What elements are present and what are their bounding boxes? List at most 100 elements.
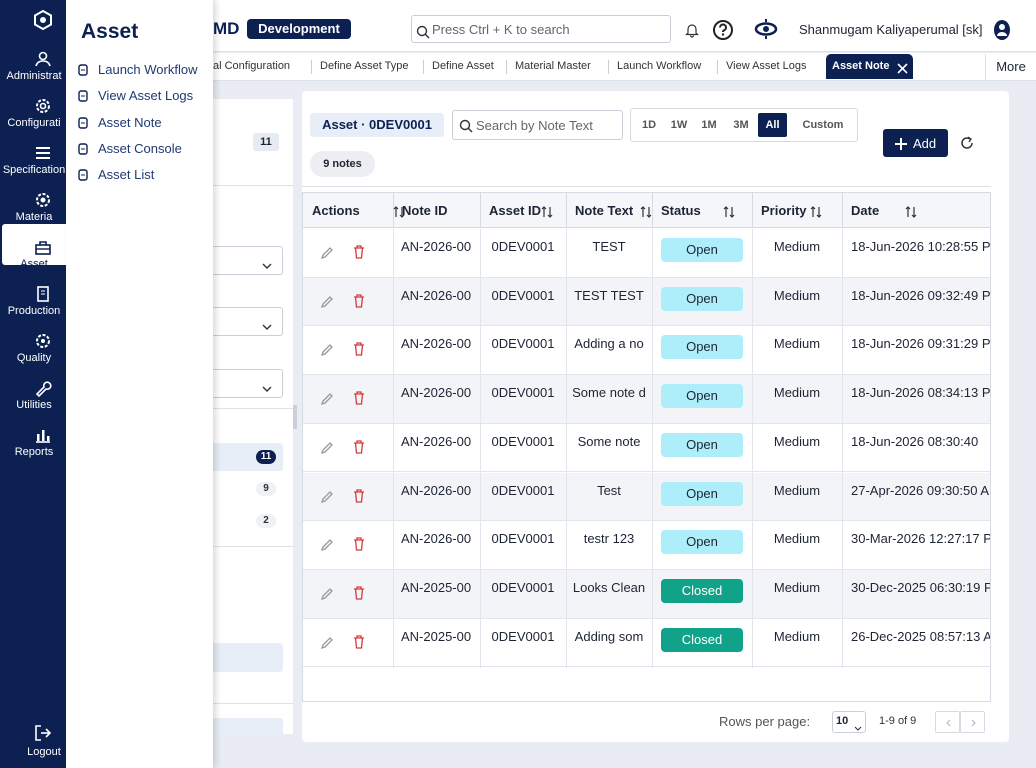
rows-per-page-select[interactable]: 10 <box>832 711 866 733</box>
notes-table: Actions Note ID Asset ID Note Text Status Pri… <box>302 192 991 702</box>
table-row[interactable]: AN-2026-00 0DEV0001 Some note Open Medium 18-… <box>303 423 990 473</box>
flyout-item[interactable]: View Asset Logs <box>98 88 194 104</box>
table-row[interactable]: AN-2026-00 0DEV0001 Adding a no Open Medium 1… <box>303 326 990 376</box>
delete-icon-svg <box>354 586 364 600</box>
cell-divider <box>752 326 753 376</box>
refresh-icon <box>960 136 974 150</box>
nav-icon <box>34 332 52 350</box>
logout-icon-svg <box>35 725 52 741</box>
cell-divider <box>752 277 753 327</box>
column-header[interactable]: Priority <box>761 203 807 218</box>
range-button[interactable]: 1D <box>638 113 660 137</box>
delete-icon <box>353 440 365 454</box>
search-icon <box>459 119 473 133</box>
column-header[interactable]: Date <box>851 203 880 218</box>
table-row[interactable]: AN-2026-00 0DEV0001 TEST TEST Open Medium 18-… <box>303 277 990 327</box>
table-row[interactable]: AN-2026-00 0DEV0001 Test Open Medium 27-Apr-2… <box>303 472 990 522</box>
range-button[interactable]: 1W <box>666 113 692 137</box>
range-button[interactable]: 1M <box>696 113 722 137</box>
sort-icon <box>640 205 652 218</box>
help-icon[interactable] <box>712 19 734 41</box>
column-header[interactable]: Note Text <box>575 203 634 218</box>
nav-label[interactable]: Specification <box>2 164 66 176</box>
tab-label[interactable]: Asset Note <box>832 60 890 72</box>
range-button[interactable]: Custom <box>791 113 855 137</box>
flyout-item[interactable]: Launch Workflow <box>98 62 198 77</box>
global-search[interactable]: Press Ctrl + K to search <box>411 15 671 43</box>
priority: Medium <box>773 385 821 401</box>
tab-divider <box>608 60 609 74</box>
status-badge: Open <box>661 335 743 360</box>
logout-label[interactable]: Logout <box>27 746 61 758</box>
note-search[interactable]: Search by Note Text <box>452 110 623 140</box>
tab-label[interactable]: Define Asset Type <box>320 60 409 72</box>
tab-label[interactable]: Define Asset <box>432 60 494 72</box>
range-button[interactable]: All <box>758 113 787 137</box>
cell-divider <box>393 277 394 327</box>
user-name[interactable]: Shanmugam Kaliyaperumal [sk] <box>799 22 983 37</box>
note-id: AN-2026-00 <box>401 336 472 352</box>
nav-label[interactable]: Production <box>7 305 61 317</box>
nav-label[interactable]: Administrat <box>6 70 62 82</box>
add-button[interactable]: Add <box>883 129 948 157</box>
column-header[interactable]: Note ID <box>402 203 448 218</box>
range-button[interactable]: 3M <box>728 113 754 137</box>
nav-label[interactable]: Reports <box>14 446 54 458</box>
tab-label[interactable]: al Configuration <box>213 60 291 72</box>
tab-bar: al Configuration Define Asset Type Define … <box>66 53 1036 81</box>
tab-more[interactable]: More <box>985 54 1036 80</box>
table-row[interactable]: AN-2026-00 0DEV0001 Some note d Open Medium 1… <box>303 375 990 425</box>
nav-label[interactable]: Materia <box>15 211 53 223</box>
tab-label[interactable]: View Asset Logs <box>726 60 807 72</box>
cell-divider <box>752 618 753 668</box>
table-row[interactable]: AN-2025-00 0DEV0001 Looks Clean Closed Mediu… <box>303 569 990 619</box>
cell-divider <box>842 521 843 571</box>
note-id: AN-2026-00 <box>401 287 472 303</box>
nav-label[interactable]: Quality <box>16 352 52 364</box>
prev-page-svg <box>946 719 951 727</box>
flyout-item-icon-svg <box>78 64 88 76</box>
search-placeholder: Press Ctrl + K to search <box>432 22 570 37</box>
asset-chip: Asset · 0DEV0001 <box>310 113 444 137</box>
delete-icon <box>353 488 365 503</box>
nav-label[interactable]: Utilities <box>16 399 52 411</box>
status-badge: Open <box>661 530 743 555</box>
nav-icon-svg <box>36 99 50 113</box>
add-label[interactable]: Add <box>913 136 937 151</box>
note-text: Some note d <box>572 385 646 401</box>
cell-divider <box>480 618 481 668</box>
delete-icon <box>353 586 365 600</box>
flyout-item-icon <box>78 63 88 76</box>
cell-divider <box>842 423 843 473</box>
column-header[interactable]: Status <box>661 203 701 218</box>
tab-label[interactable]: Launch Workflow <box>617 60 702 72</box>
cell-divider <box>652 472 653 522</box>
flyout-item-icon-svg <box>78 90 88 102</box>
note-text: Adding som <box>574 628 644 644</box>
nav-label[interactable]: Configurati <box>7 117 61 129</box>
splitter[interactable] <box>293 405 297 429</box>
nav-icon-svg <box>36 193 50 207</box>
table-row[interactable]: AN-2025-00 0DEV0001 Adding som Closed Medium… <box>303 618 990 668</box>
nav-icon <box>34 379 52 398</box>
note-id: AN-2026-00 <box>401 239 472 254</box>
tab-label[interactable]: Material Master <box>515 60 591 72</box>
avatar-icon[interactable] <box>993 19 1011 41</box>
plus-icon-svg <box>895 138 907 150</box>
brand-icon[interactable] <box>754 18 778 40</box>
table-row[interactable]: AN-2026-00 0DEV0001 testr 123 Open Medium 30-… <box>303 521 990 571</box>
tab-active[interactable]: Asset Note <box>826 54 913 79</box>
priority: Medium <box>773 579 821 595</box>
flyout-item[interactable]: Asset Note <box>98 114 162 130</box>
cell-divider <box>652 618 653 668</box>
column-header[interactable]: Asset ID <box>489 203 542 218</box>
flyout-title: Asset <box>81 20 139 43</box>
edit-icon <box>320 587 334 601</box>
bell-icon[interactable] <box>685 22 699 38</box>
column-divider <box>480 193 481 228</box>
sidebar: Administrat Configurati Specification Mater… <box>0 0 66 768</box>
flyout-item[interactable]: Asset Console <box>98 140 182 156</box>
nav-label[interactable]: Asset <box>20 258 48 270</box>
flyout-item[interactable]: Asset List <box>98 167 155 183</box>
table-row[interactable]: AN-2026-00 0DEV0001 TEST Open Medium 18-Jun-2… <box>303 229 990 278</box>
